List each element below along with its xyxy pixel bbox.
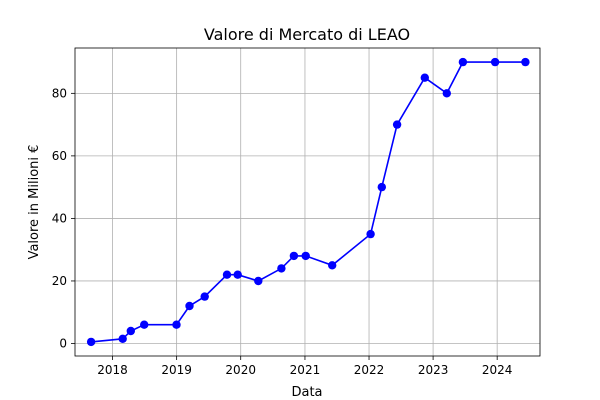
plot-frame <box>74 47 541 357</box>
x-tick-label: 2023 <box>418 363 449 377</box>
data-point <box>458 57 468 67</box>
tick-layer: 2018 2019 2020 2021 2022 2023 2024 0 20 40 60 80 <box>52 86 513 377</box>
data-point <box>277 264 286 273</box>
x-tick-label: 2021 <box>290 363 321 377</box>
data-point <box>301 251 310 261</box>
y-tick-label: 20 <box>52 274 67 288</box>
data-point <box>392 120 402 129</box>
series-line <box>91 61 526 343</box>
data-point <box>366 229 375 239</box>
data-point <box>420 73 429 82</box>
chart-title: Valore di Mercato di LEAO <box>204 25 410 44</box>
data-point <box>254 276 263 286</box>
y-axis-label: Valore in Milioni € <box>27 145 42 260</box>
data-point <box>490 57 500 67</box>
y-tick-label: 80 <box>52 86 67 100</box>
data-point <box>200 292 209 301</box>
y-tick-label: 60 <box>52 149 67 163</box>
x-tick-label: 2022 <box>354 363 385 377</box>
x-tick-label: 2019 <box>161 363 192 377</box>
grid-layer <box>75 48 540 356</box>
data-point <box>222 270 232 279</box>
series-layer <box>86 57 530 347</box>
data-point <box>289 251 299 261</box>
data-point <box>328 261 337 270</box>
data-point <box>185 301 194 311</box>
x-tick-label: 2018 <box>97 363 128 377</box>
data-point <box>172 320 181 329</box>
data-point <box>442 89 451 98</box>
data-point <box>140 320 149 329</box>
y-tick-label: 0 <box>59 336 67 350</box>
data-point <box>86 337 96 347</box>
y-tick-label: 40 <box>52 211 67 225</box>
x-axis-label: Data <box>291 385 322 400</box>
data-point <box>118 334 127 343</box>
data-point <box>377 182 386 192</box>
data-point <box>233 270 242 279</box>
x-tick-label: 2024 <box>482 363 513 377</box>
data-point <box>521 57 530 67</box>
data-point <box>126 326 135 336</box>
x-tick-label: 2020 <box>225 363 256 377</box>
